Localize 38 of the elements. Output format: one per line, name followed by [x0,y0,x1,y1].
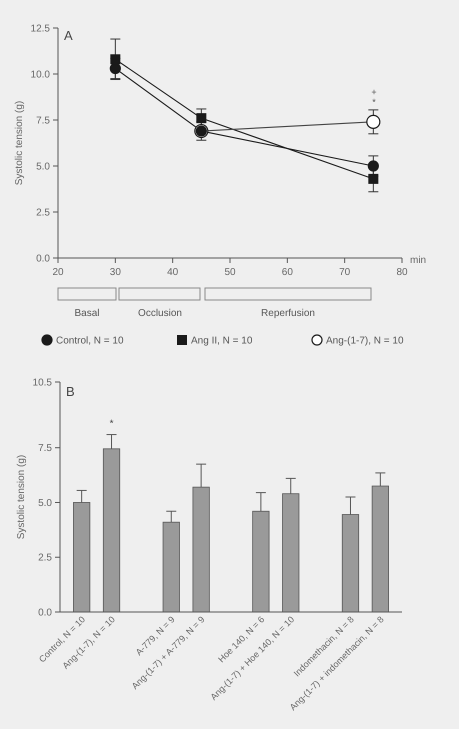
annotation: * [110,418,114,430]
text: Basal [74,308,100,319]
point [196,113,206,124]
y-tick-label: 12.5 [30,24,50,34]
chart-title: A [64,28,73,43]
x-tick-label: 80 [396,267,408,278]
point [366,114,380,129]
y-axis-title: Systolic tension (g) [14,100,25,186]
y-tick-label: 2.5 [36,208,50,218]
annotation: * [372,97,376,107]
point [368,160,379,172]
y-tick-label: 7.5 [38,443,52,454]
y-tick-label: 7.5 [36,116,50,126]
text: Reperfusion [261,308,315,319]
point [368,174,378,184]
legend-label: Control, N = 10 [56,336,124,346]
point [110,62,121,74]
x-tick-label: 50 [224,267,236,278]
x-tick-label: 20 [52,267,64,278]
y-tick-label: 10.5 [32,378,52,388]
x-tick-label: 40 [167,267,179,278]
x-axis-title: min [410,255,426,266]
point [110,54,120,64]
annotation: + [371,87,377,97]
x-tick-label: 30 [110,267,122,278]
legend-label: Ang II, N = 10 [191,336,253,346]
y-axis-title: Systolic tension (g) [16,454,27,540]
y-tick-label: 5.0 [36,162,50,172]
y-tick-label: 0.0 [38,608,52,618]
y-tick-label: 0.0 [36,254,50,264]
y-tick-label: 5.0 [38,498,52,509]
text: Occlusion [138,308,182,319]
chart-title: B [66,384,75,399]
x-tick-label: 70 [339,267,351,278]
y-tick-label: 2.5 [38,552,52,564]
legend-label: Ang-(1-7), N = 10 [326,336,404,346]
y-tick-label: 10.0 [30,70,50,80]
x-tick-label: 60 [282,267,294,278]
